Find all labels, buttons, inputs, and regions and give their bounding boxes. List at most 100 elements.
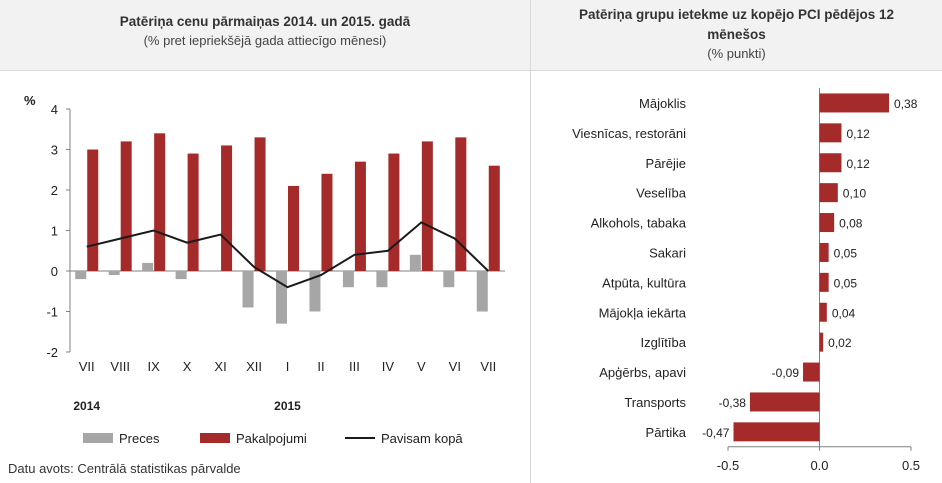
bar-preces <box>342 271 354 288</box>
impact-bar <box>819 93 890 113</box>
impact-bar <box>819 332 824 352</box>
chart-legend: Preces Pakalpojumi Pavisam kopā <box>83 431 463 446</box>
bar-preces <box>409 254 421 271</box>
left-chart-title: Patēriņa cenu pārmaiņas 2014. un 2015. g… <box>119 14 411 29</box>
impact-bar <box>819 302 827 322</box>
impact-bar <box>819 153 842 173</box>
data-source-note: Datu avots: Centrālā statistikas pārvald… <box>8 461 241 476</box>
bar-pakalpojumi <box>221 145 233 271</box>
bar-preces <box>108 271 120 276</box>
x-tick-label: IX <box>148 359 161 374</box>
bar-value-label: 0,12 <box>846 157 870 171</box>
right-chart-header: Patēriņa grupu ietekme uz kopējo PCI pēd… <box>531 0 942 71</box>
bar-value-label: -0,47 <box>702 426 730 440</box>
category-label: Pārtika <box>646 425 687 440</box>
x-tick-label: II <box>317 359 324 374</box>
bar-preces <box>175 271 187 280</box>
category-label: Izglītība <box>640 335 686 350</box>
y-tick-label: 4 <box>51 102 58 117</box>
category-label: Pārējie <box>646 156 686 171</box>
category-label: Mājoklis <box>639 96 686 111</box>
category-label: Viesnīcas, restorāni <box>572 126 686 141</box>
legend-label-pavisam-kopa: Pavisam kopā <box>381 431 463 446</box>
impact-bar <box>819 123 842 143</box>
y-tick-label: 1 <box>51 224 58 239</box>
bar-pakalpojumi <box>488 165 500 271</box>
x-tick-label: 0.0 <box>810 458 828 473</box>
bar-preces <box>276 271 287 324</box>
x-tick-label: -0.5 <box>717 458 739 473</box>
right-chart-title-line2: mēnešos <box>707 27 766 42</box>
y-tick-label: 3 <box>51 143 58 158</box>
bar-value-label: 0,05 <box>834 246 858 260</box>
x-tick-label: XII <box>246 359 262 374</box>
bar-pakalpojumi <box>388 153 400 271</box>
bar-preces <box>75 271 87 280</box>
x-tick-label: VII <box>79 359 95 374</box>
x-tick-label: X <box>183 359 192 374</box>
bar-pakalpojumi <box>288 185 299 271</box>
right-chart-panel: Patēriņa grupu ietekme uz kopējo PCI pēd… <box>531 0 942 483</box>
bar-value-label: -0,09 <box>772 366 800 380</box>
bar-preces <box>443 271 455 288</box>
legend-label-preces: Preces <box>119 431 160 446</box>
x-tick-label: V <box>417 359 426 374</box>
category-label: Mājokļa iekārta <box>599 305 687 320</box>
bar-pakalpojumi <box>87 149 99 271</box>
impact-bar <box>733 422 820 442</box>
impact-bar <box>819 242 829 262</box>
legend-label-pakalpojumi: Pakalpojumi <box>236 431 307 446</box>
bar-value-label: 0,08 <box>839 217 863 231</box>
bar-value-label: 0,10 <box>843 187 867 201</box>
impact-bar <box>803 362 820 382</box>
category-label: Atpūta, kultūra <box>602 275 687 290</box>
x-tick-label: 0.5 <box>902 458 920 473</box>
bar-value-label: 0,02 <box>828 336 852 350</box>
bar-pakalpojumi <box>421 141 433 271</box>
bar-preces <box>242 271 254 308</box>
bar-pakalpojumi <box>354 161 366 271</box>
x-tick-label: XI <box>214 359 226 374</box>
bar-pakalpojumi <box>321 173 333 271</box>
bar-preces <box>376 271 388 288</box>
bar-pakalpojumi <box>455 137 467 271</box>
bar-pakalpojumi <box>254 137 266 271</box>
x-tick-label: IV <box>382 359 395 374</box>
bar-value-label: 0,05 <box>834 276 858 290</box>
bar-value-label: -0,38 <box>719 396 747 410</box>
panel-divider <box>530 0 531 483</box>
x-tick-label: III <box>349 359 360 374</box>
right-chart-subtitle: (% punkti) <box>707 46 766 61</box>
left-chart-panel: Patēriņa cenu pārmaiņas 2014. un 2015. g… <box>0 0 530 476</box>
impact-bar <box>749 392 820 412</box>
legend-swatch-preces <box>83 433 113 443</box>
bar-value-label: 0,12 <box>846 127 870 141</box>
group-impact-chart: Mājoklis 0,38 Viesnīcas, restorāni 0,12 Pārē… <box>572 88 920 473</box>
x-tick-label: VI <box>449 359 461 374</box>
bar-pakalpojumi <box>154 133 166 271</box>
y-tick-label: -1 <box>46 305 58 320</box>
bar-value-label: 0,04 <box>832 306 856 320</box>
bar-pakalpojumi <box>187 153 199 271</box>
bar-preces <box>142 262 154 271</box>
legend-swatch-pakalpojumi <box>200 433 230 443</box>
category-label: Transports <box>624 395 686 410</box>
x-tick-label: VII <box>480 359 496 374</box>
impact-bar <box>819 183 838 203</box>
y-tick-label: 0 <box>51 264 58 279</box>
year-label: 2015 <box>274 399 301 413</box>
bar-value-label: 0,38 <box>894 97 918 111</box>
x-tick-label: VIII <box>110 359 130 374</box>
x-tick-label: I <box>286 359 290 374</box>
category-label: Sakari <box>649 245 686 260</box>
impact-bar <box>819 272 829 292</box>
impact-bar <box>819 213 835 233</box>
bar-preces <box>309 271 321 312</box>
y-axis-label: % <box>24 93 36 108</box>
line-pavisam-kopa <box>86 221 489 289</box>
right-chart-title-line1: Patēriņa grupu ietekme uz kopējo PCI pēd… <box>578 7 895 22</box>
category-label: Veselība <box>636 186 687 201</box>
bar-pakalpojumi <box>120 141 132 271</box>
bar-preces <box>476 271 488 312</box>
